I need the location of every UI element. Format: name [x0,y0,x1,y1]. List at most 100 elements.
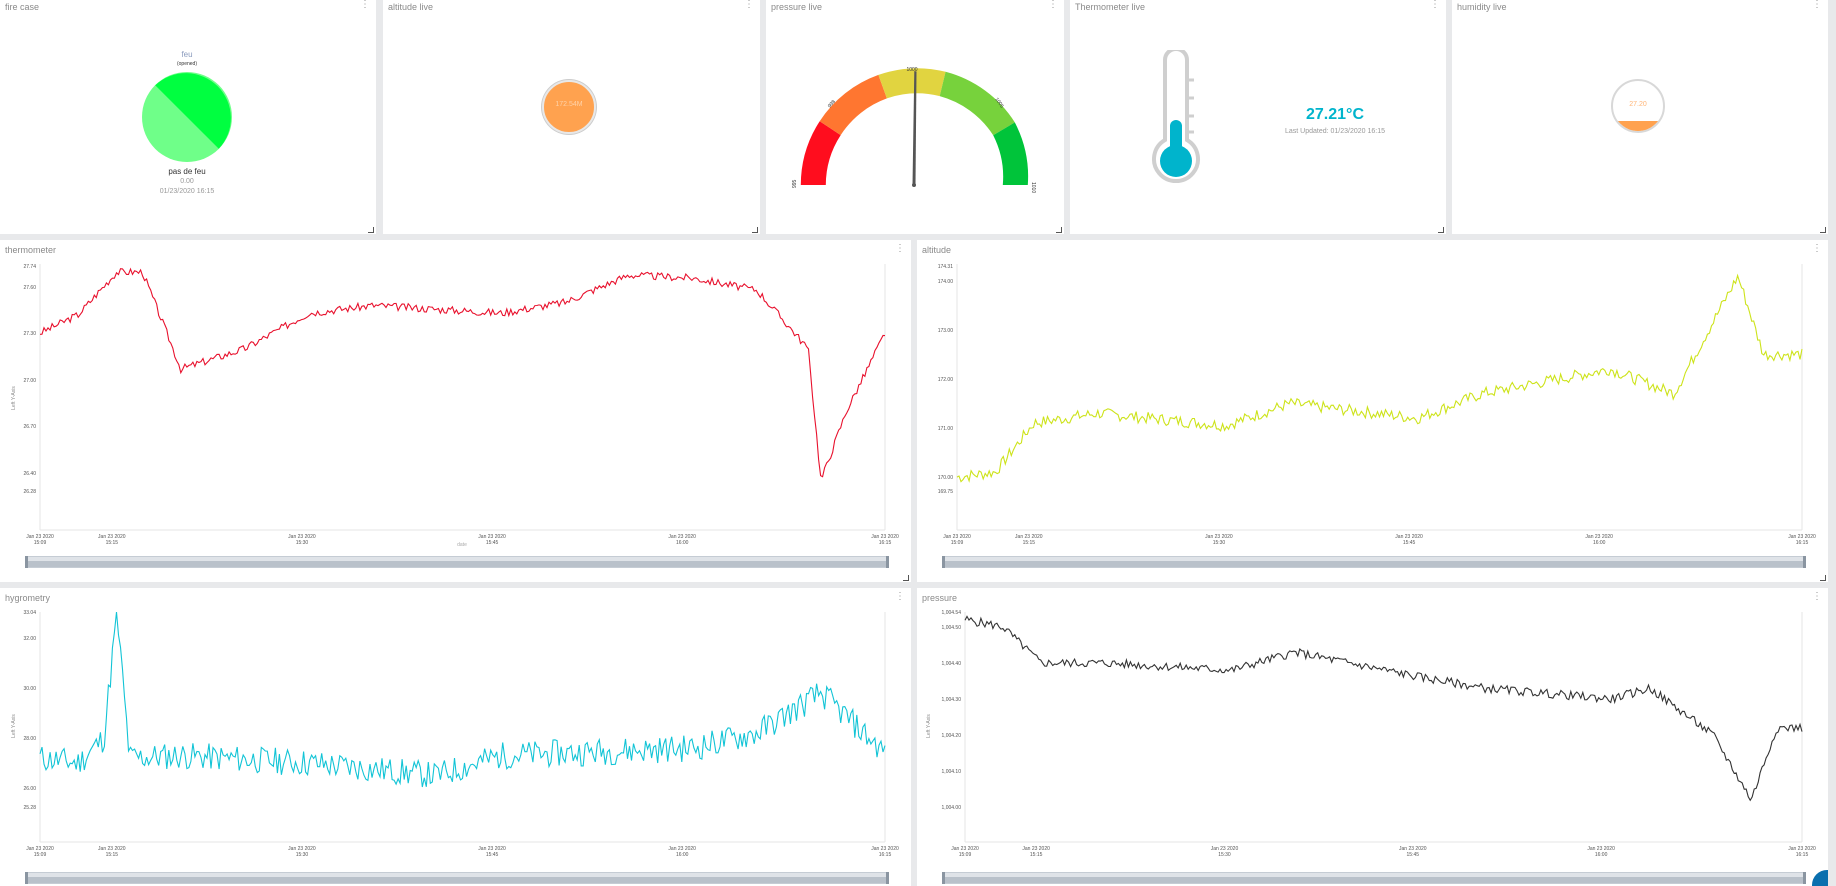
y-tick-label: 1,004.10 [942,769,962,775]
x-tick-label: Jan 23 2020 15:30 [288,534,316,546]
navigator-series-preview [27,561,887,567]
y-tick-label: 174.31 [938,264,954,270]
gauge-label-max: 1010 [1030,182,1036,193]
y-tick-label: 174.00 [938,279,954,285]
x-tick-label: Jan 23 2020 16:15 [1788,534,1816,546]
y-tick-labels: 27.74 27.60 27.30 27.00 26.70 26.40 26.28 [23,264,36,495]
y-tick-label: 33.04 [23,610,36,616]
y-tick-label: 26.28 [23,489,36,495]
gauge-label-lower-left: 998 [827,99,837,109]
pressure-line-chart: 1,004.54 1,004.50 1,004.40 1,004.30 1,004.20… [942,610,1816,858]
navigator-left-handle[interactable] [942,872,945,884]
gauge-needle [912,71,917,185]
x-tick-label: Jan 23 2020 15:45 [1395,534,1423,546]
thermometer-chart-panel: thermometer ⋮ Left Y-Axis 27.74 27.60 27.3… [0,240,911,582]
hygrometry-chart-panel: hygrometry ⋮ Left Y-Axis 33.04 32.00 30.00… [0,588,911,886]
x-tick-label: Jan 23 2020 15:30 [1211,846,1239,858]
x-tick-label: Jan 23 2020 15:30 [1205,534,1233,546]
gauge-band-green [993,122,1029,185]
x-tick-label: Jan 23 2020 15:15 [98,846,126,858]
pie-slice-closed [155,73,231,149]
navigator-right-handle[interactable] [886,556,889,568]
altitude-live-panel: altitude live ⋮ 172.54M [383,0,760,234]
navigator-left-handle[interactable] [25,556,28,568]
more-menu-icon[interactable]: ⋮ [1812,243,1822,254]
x-tick-label: Jan 23 2020 15:09 [26,534,54,546]
y-tick-labels: 174.31 174.00 173.00 172.00 171.00 170.00 169.… [938,264,954,495]
y-tick-label: 28.00 [23,736,36,742]
hygrometry-line-chart: 33.04 32.00 30.00 28.00 26.00 25.28 Jan 23 20… [23,610,899,858]
time-range-navigator[interactable] [25,556,889,568]
y-tick-label: 170.00 [938,475,954,481]
resize-handle[interactable] [1438,227,1444,233]
time-range-navigator[interactable] [942,556,1806,568]
time-range-navigator[interactable] [942,872,1806,884]
thermometer-icon [1152,50,1200,184]
y-tick-label: 26.00 [23,786,36,792]
navigator-right-handle[interactable] [1803,556,1806,568]
x-tick-labels: Jan 23 2020 15:09 Jan 23 2020 15:15 Jan 23 2… [943,534,1816,546]
altitude-chart-panel: altitude ⋮ 174.31 174.00 173.00 172.00 171.0… [917,240,1828,582]
humidity-live-panel: humidity live ⋮ 27.20 [1452,0,1828,234]
x-tick-label: Jan 23 2020 15:45 [1399,846,1427,858]
y-tick-label: 27.74 [23,264,36,270]
y-tick-label: 1,004.30 [942,697,962,703]
navigator-left-handle[interactable] [942,556,945,568]
x-tick-label: Jan 23 2020 15:09 [951,846,979,858]
y-tick-label: 25.28 [23,805,36,811]
resize-handle[interactable] [1056,227,1062,233]
gauge-band-red [800,121,841,185]
more-menu-icon[interactable]: ⋮ [1430,0,1440,10]
y-tick-label: 27.00 [23,378,36,384]
resize-handle[interactable] [368,227,374,233]
x-tick-label: Jan 23 2020 15:15 [1022,846,1050,858]
resize-handle[interactable] [903,575,909,581]
y-tick-label: 1,004.00 [942,805,962,811]
y-tick-labels: 33.04 32.00 30.00 28.00 26.00 25.28 [23,610,36,811]
more-menu-icon[interactable]: ⋮ [1048,0,1058,10]
x-tick-label: Jan 23 2020 16:00 [668,534,696,546]
navigator-series-preview [944,877,1804,883]
more-menu-icon[interactable]: ⋮ [1812,0,1822,10]
x-tick-label: Jan 23 2020 16:00 [1585,534,1613,546]
resize-handle[interactable] [752,227,758,233]
more-menu-icon[interactable]: ⋮ [1812,591,1822,602]
navigator-right-handle[interactable] [1803,872,1806,884]
x-tick-label: Jan 23 2020 15:45 [478,534,506,546]
x-tick-label: Jan 23 2020 16:00 [668,846,696,858]
y-tick-label: 1,004.20 [942,733,962,739]
more-menu-icon[interactable]: ⋮ [360,0,370,10]
thermometer-series-line [39,267,886,478]
pressure-series-line [964,615,1803,802]
more-menu-icon[interactable]: ⋮ [895,591,905,602]
thermometer-line-chart: 27.74 27.60 27.30 27.00 26.70 26.40 26.28 Jan … [23,264,899,548]
navigator-left-handle[interactable] [25,872,28,884]
pressure-gauge: 1000 998 1005 995 1010 [792,67,1036,193]
y-tick-label: 26.70 [23,424,36,430]
fire-value: 0.00 [180,178,194,185]
gauge-band-yellow [878,68,946,99]
humidity-fill [1613,121,1663,131]
resize-handle[interactable] [1820,575,1826,581]
floating-action-button[interactable] [1812,870,1828,886]
more-menu-icon[interactable]: ⋮ [895,243,905,254]
navigator-right-handle[interactable] [886,872,889,884]
gauge-band-lightgreen [939,71,1015,136]
altitude-line-chart: 174.31 174.00 173.00 172.00 171.00 170.00 169.… [938,264,1816,546]
x-axis-label: date [457,542,467,548]
panel-title: pressure [922,593,958,603]
panel-title: altitude [922,245,952,255]
x-tick-label: Jan 23 2020 15:45 [478,846,506,858]
time-range-navigator[interactable] [25,872,889,884]
x-tick-label: Jan 23 2020 15:15 [1015,534,1043,546]
x-tick-label: Jan 23 2020 16:15 [871,534,899,546]
more-menu-icon[interactable]: ⋮ [744,0,754,10]
panel-title: thermometer [5,245,57,255]
x-tick-label: Jan 23 2020 15:09 [26,846,54,858]
y-tick-label: 172.00 [938,377,954,383]
y-tick-label: 171.00 [938,426,954,432]
resize-handle[interactable] [1820,227,1826,233]
fire-pie-chart [142,72,232,162]
x-tick-label: Jan 23 2020 15:15 [98,534,126,546]
x-tick-label: Jan 23 2020 16:15 [871,846,899,858]
